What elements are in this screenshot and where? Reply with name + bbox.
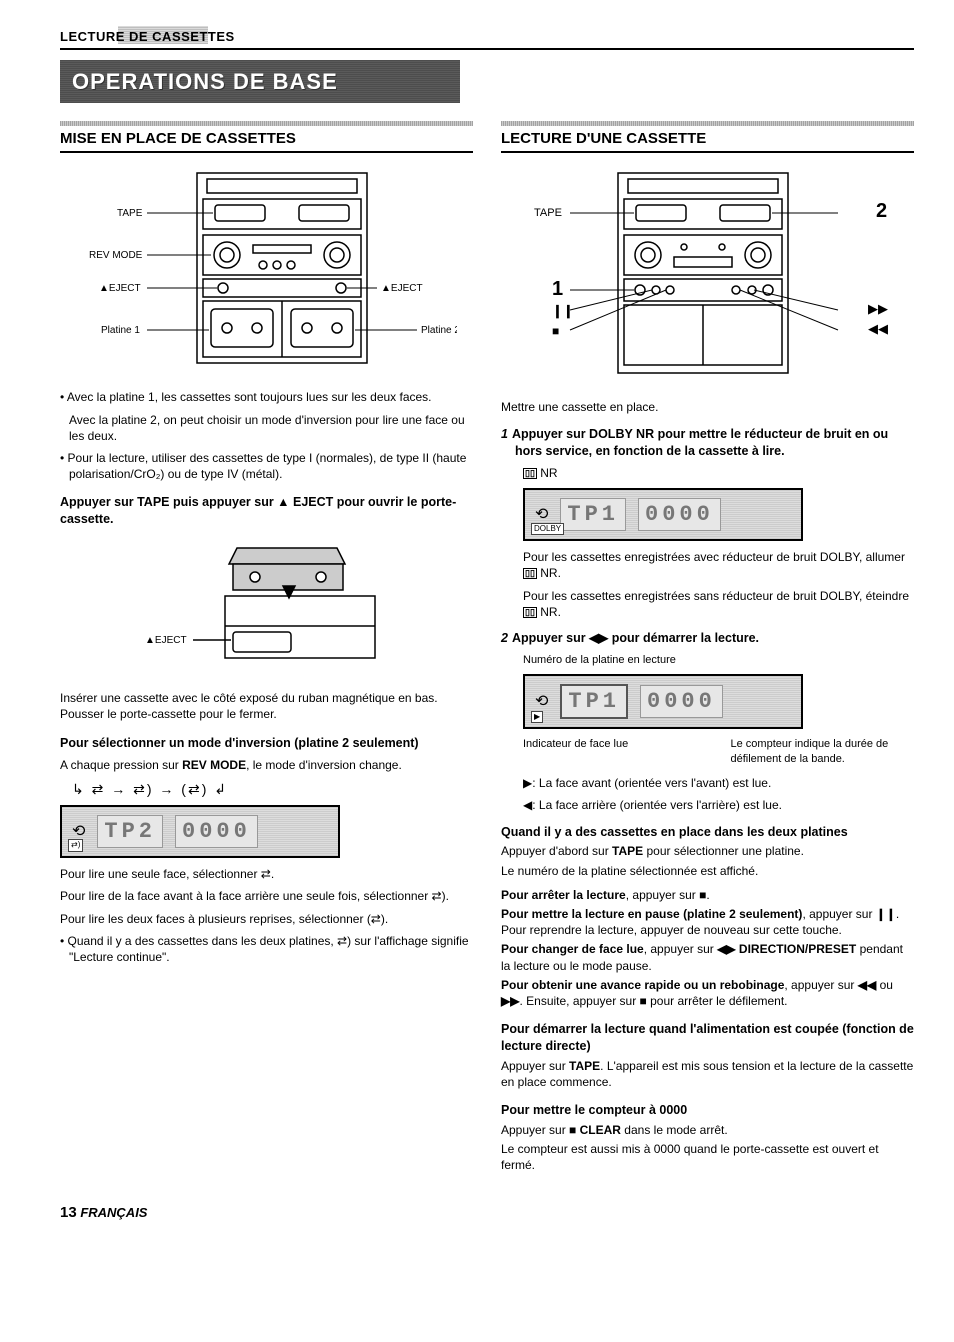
breadcrumb-text: LECTURE DE CASSETTES <box>60 29 235 44</box>
rev-line-3: Pour lire les deux faces à plusieurs rep… <box>60 911 473 927</box>
section-head-mise: MISE EN PLACE DE CASSETTES <box>60 129 473 153</box>
rev-bullet-text: Quand il y a des cassettes dans les deux… <box>68 934 469 964</box>
spool-icon-3: ⟲ <box>535 691 548 713</box>
page-lang: FRANÇAIS <box>80 1205 147 1220</box>
caption-row: Indicateur de face lue Le compteur indiq… <box>523 737 914 767</box>
title-bar-text: OPERATIONS DE BASE <box>72 69 338 94</box>
reset-head: Pour mettre le compteur à 0000 <box>501 1102 914 1119</box>
right-column: LECTURE D'UNE CASSETTE <box>501 121 914 1176</box>
page-header: LECTURE DE CASSETTES <box>60 28 914 50</box>
arrow-rev: ◀: La face arrière (orientée vers l'arri… <box>523 797 914 813</box>
label-tape: TAPE <box>117 208 143 219</box>
lcd-tp2: ⟲ TP2 0000 ⇄) <box>60 805 340 859</box>
step-1-body: ▯▯ NR ⟲ TP1 0000 DOLBY Pour les cassette… <box>501 465 914 620</box>
rev-line-2: Pour lire de la face avant à la face arr… <box>60 888 473 904</box>
subhead-eject: Appuyer sur TAPE puis appuyer sur ▲ EJEC… <box>60 494 473 528</box>
bullet-1-cont: Avec la platine 2, on peut choisir un mo… <box>60 412 473 444</box>
ffrw-line: Pour obtenir une avance rapide ou un reb… <box>501 977 914 1009</box>
left-column: MISE EN PLACE DE CASSETTES <box>60 121 473 1176</box>
label-eject-l: ▲EJECT <box>99 283 141 294</box>
two-column-layout: MISE EN PLACE DE CASSETTES <box>60 121 914 1176</box>
page-number: 13 <box>60 1204 77 1221</box>
section-head-lecture: LECTURE D'UNE CASSETTE <box>501 129 914 153</box>
diagram-stereo-controls: TAPE 2 1 ❙❙ ■ ▶▶ ◀◀ <box>508 165 908 385</box>
step-1-text: Appuyer sur DOLBY NR pour mettre le rédu… <box>512 427 888 458</box>
step-2-text: Appuyer sur ◀▶ pour démarrer la lecture. <box>512 631 759 645</box>
lcd-tp2-id: TP2 <box>97 815 163 849</box>
lcd-play-id: TP1 <box>560 684 628 720</box>
loop-icons: ↳ ⇄ → ⇄) → (⇄) ↲ <box>72 780 473 799</box>
caption-right: Le compteur indique la durée de défileme… <box>731 737 915 767</box>
step-1-head: 1Appuyer sur DOLBY NR pour mettre le réd… <box>501 426 914 460</box>
side-line: Pour changer de face lue, appuyer sur ◀▶… <box>501 941 914 973</box>
lcd-play-counter: 0000 <box>640 685 723 719</box>
lcd-play-badge: ▶ <box>531 711 543 724</box>
intro-line: Mettre une cassette en place. <box>501 399 914 415</box>
diagram-insert-cassette: ▲EJECT <box>137 536 397 676</box>
label-revmode: REV MODE <box>89 250 143 261</box>
both-decks-p2: Le numéro de la platine sélectionnée est… <box>501 863 914 879</box>
bullet-1-text: Avec la platine 1, les cassettes sont to… <box>67 390 432 404</box>
lcd-dolby-id: TP1 <box>560 498 626 532</box>
stop-line: Pour arrêter la lecture, appuyer sur ■. <box>501 887 914 903</box>
subhead-revmode: Pour sélectionner un mode d'inversion (p… <box>60 735 473 752</box>
bullet-2: Pour la lecture, utiliser des cassettes … <box>60 450 473 482</box>
reset-body1: Appuyer sur ■ CLEAR dans le mode arrêt. <box>501 1122 914 1138</box>
caption-left: Indicateur de face lue <box>523 737 707 767</box>
operations-block: Quand il y a des cassettes en place dans… <box>501 824 914 1174</box>
page-footer: 13 FRANÇAIS <box>60 1203 914 1223</box>
dolby-para-2: Pour les cassettes enregistrées sans réd… <box>523 588 914 620</box>
lcd-tp2-counter: 0000 <box>175 815 258 849</box>
dolby-nr-label: ▯▯ NR <box>523 465 914 481</box>
step2-caption-top: Numéro de la platine en lecture <box>523 653 914 668</box>
both-decks-p1: Appuyer d'abord sur TAPE pour sélectionn… <box>501 843 914 859</box>
bullet-1: Avec la platine 1, les cassettes sont to… <box>60 389 473 405</box>
noise-rule <box>60 121 473 126</box>
r-label-2: 2 <box>876 200 887 222</box>
r-label-stop: ■ <box>552 324 559 338</box>
r-label-1: 1 <box>552 278 563 300</box>
r-label-tape: TAPE <box>534 207 562 219</box>
bullet-2-text: Pour la lecture, utiliser des cassettes … <box>68 451 467 481</box>
label-eject-r: ▲EJECT <box>381 283 423 294</box>
caption-insert: Insérer une cassette avec le côté exposé… <box>60 690 473 722</box>
lcd-dolby-counter: 0000 <box>638 498 721 532</box>
diagram-stereo-front: TAPE REV MODE ▲EJECT ▲EJECT Platine 1 Pl… <box>77 165 457 375</box>
rev-line-1: Pour lire une seule face, sélectionner ⇄… <box>60 866 473 882</box>
section-head-lecture-text: LECTURE D'UNE CASSETTE <box>501 130 706 147</box>
lcd-dolby-badge: DOLBY <box>531 523 564 536</box>
arrow-fwd: ▶: La face avant (orientée vers l'avant)… <box>523 775 914 791</box>
label-deck1: Platine 1 <box>101 325 140 336</box>
reset-body2: Le compteur est aussi mis à 0000 quand l… <box>501 1141 914 1173</box>
title-bar: OPERATIONS DE BASE <box>60 60 460 104</box>
lcd-badge: ⇄) <box>68 839 83 852</box>
r-label-pause: ❙❙ <box>552 303 574 319</box>
r-label-rew: ◀◀ <box>868 321 888 336</box>
both-decks-head: Quand il y a des cassettes en place dans… <box>501 824 914 841</box>
label-eject2: ▲EJECT <box>145 635 187 646</box>
step-2-body: Numéro de la platine en lecture ⟲ TP1 00… <box>501 653 914 814</box>
noise-rule-r <box>501 121 914 126</box>
label-deck2: Platine 2 <box>421 325 457 336</box>
section-head-text: MISE EN PLACE DE CASSETTES <box>60 130 296 147</box>
direct-head: Pour démarrer la lecture quand l'aliment… <box>501 1021 914 1055</box>
dolby-para-1: Pour les cassettes enregistrées avec réd… <box>523 549 914 581</box>
direct-body: Appuyer sur TAPE. L'appareil est mis sou… <box>501 1058 914 1090</box>
rev-bullet: Quand il y a des cassettes dans les deux… <box>60 933 473 965</box>
r-label-ff: ▶▶ <box>868 301 888 316</box>
lcd-dolby: ⟲ TP1 0000 DOLBY <box>523 488 803 542</box>
lcd-play: ⟲ TP1 0000 ▶ <box>523 674 803 730</box>
revmode-desc: A chaque pression sur REV MODE, le mode … <box>60 757 473 773</box>
pause-line: Pour mettre la lecture en pause (platine… <box>501 906 914 938</box>
step-2-head: 2Appuyer sur ◀▶ pour démarrer la lecture… <box>501 630 914 647</box>
